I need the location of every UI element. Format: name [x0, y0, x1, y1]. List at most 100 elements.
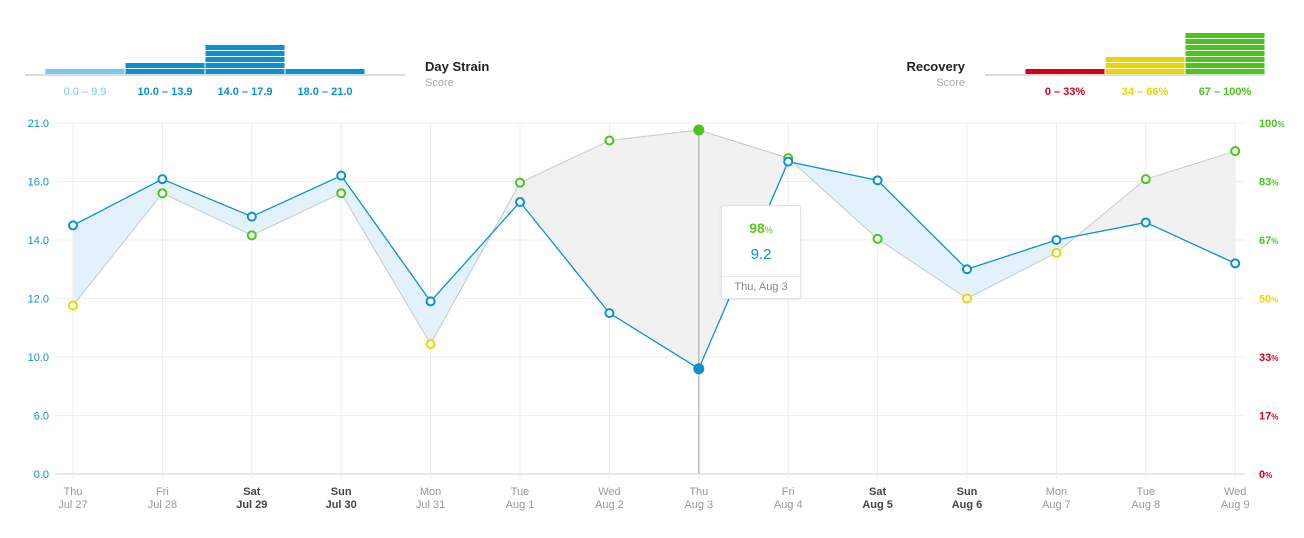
data-points — [68, 124, 1241, 375]
recovery-point — [872, 233, 883, 244]
tooltip-recovery-unit: % — [764, 225, 773, 235]
difference-area — [877, 180, 967, 299]
recovery-point — [1051, 247, 1062, 258]
recovery-range-label: 0 – 33% — [1045, 86, 1086, 98]
recovery-bar — [1185, 63, 1265, 68]
strain-bar — [285, 69, 365, 74]
difference-area — [251, 175, 342, 236]
x-tick-date: Aug 3 — [684, 499, 713, 511]
recovery-tick-label: 83% — [1259, 177, 1278, 189]
tooltip-recovery-value: 98 — [749, 220, 765, 236]
x-tick-date: Aug 5 — [862, 499, 893, 511]
strain-tick-label: 6.0 — [34, 411, 49, 423]
recovery-point — [336, 188, 347, 199]
strain-legend-subtitle: Score — [425, 77, 454, 89]
x-tick-date: Jul 29 — [236, 499, 267, 511]
strain-line — [72, 160, 1236, 370]
strain-range-label: 18.0 – 21.0 — [297, 86, 352, 98]
recovery-point — [515, 177, 525, 188]
strain-point — [336, 170, 347, 181]
x-tick-day: Sun — [957, 486, 978, 498]
strain-point — [693, 363, 705, 375]
recovery-bar — [1185, 57, 1265, 62]
strain-bar — [45, 69, 125, 74]
difference-area — [1145, 151, 1236, 264]
recovery-point — [425, 339, 436, 350]
strain-legend: 0.0 – 9.9 10.0 – 13.9 14.0 – 17.9 18.0 – 21… — [25, 45, 489, 98]
difference-area — [73, 179, 163, 306]
recovery-line — [72, 129, 1236, 346]
strain-bar — [125, 69, 205, 74]
series-lines — [72, 129, 1236, 370]
recovery-tick-label: 0% — [1259, 469, 1272, 481]
strain-point — [68, 220, 78, 231]
strain-point — [962, 264, 972, 275]
recovery-legend-title: Recovery — [906, 59, 965, 74]
x-tick-day: Sat — [243, 486, 260, 498]
strain-axis: 0.0 6.0 10.0 12.0 14.0 16.0 21.0 — [28, 118, 49, 481]
recovery-bar — [1185, 33, 1265, 38]
strain-bar — [205, 63, 285, 68]
strain-bar — [125, 63, 205, 68]
recovery-point — [246, 230, 257, 241]
strain-tick-label: 0.0 — [34, 469, 49, 481]
strain-point — [425, 296, 436, 307]
x-tick-day: Fri — [156, 486, 169, 498]
x-tick-date: Jul 28 — [148, 499, 177, 511]
x-tick-date: Aug 9 — [1221, 499, 1250, 511]
strain-point — [157, 174, 168, 185]
x-tick-day: Thu — [689, 486, 708, 498]
recovery-point — [962, 293, 972, 304]
tooltip-date: Thu, Aug 3 — [722, 276, 800, 298]
difference-area — [162, 179, 252, 236]
strain-point — [515, 196, 525, 207]
strain-tick-label: 21.0 — [28, 118, 49, 130]
x-tick-date: Jul 30 — [326, 499, 357, 511]
strain-point — [783, 156, 794, 167]
x-tick-day: Sat — [869, 486, 886, 498]
recovery-bar — [1105, 57, 1185, 62]
x-tick-day: Tue — [1137, 486, 1156, 498]
x-tick-date: Jul 31 — [416, 499, 445, 511]
strain-point — [872, 175, 883, 186]
recovery-bar — [1185, 45, 1265, 50]
strain-point — [246, 211, 257, 222]
recovery-point — [604, 135, 615, 146]
recovery-bar — [1105, 69, 1185, 74]
x-tick-day: Wed — [598, 486, 620, 498]
strain-bar — [205, 69, 285, 74]
recovery-bar — [1025, 69, 1105, 74]
recovery-legend-subtitle: Score — [936, 77, 965, 89]
recovery-point — [693, 124, 705, 136]
x-tick-day: Wed — [1224, 486, 1246, 498]
recovery-bar — [1105, 63, 1185, 68]
recovery-point — [1140, 174, 1151, 185]
x-tick-date: Aug 2 — [595, 499, 624, 511]
difference-area — [609, 130, 699, 369]
recovery-axis: 0% 17% 33% 50% 67% 83% 100% — [1259, 118, 1284, 481]
x-tick-date: Aug 4 — [774, 499, 803, 511]
strain-tick-label: 12.0 — [28, 294, 49, 306]
strain-bar — [205, 57, 285, 62]
x-tick-date: Jul 27 — [58, 499, 87, 511]
x-tick-day: Thu — [64, 486, 83, 498]
recovery-point — [68, 300, 78, 311]
difference-fills — [73, 129, 1236, 474]
strain-point — [1140, 217, 1151, 228]
strain-range-label: 0.0 – 9.9 — [64, 86, 107, 98]
difference-area — [967, 240, 1057, 299]
recovery-bar — [1185, 51, 1265, 56]
x-tick-date: Aug 7 — [1042, 499, 1071, 511]
x-tick-day: Fri — [782, 486, 795, 498]
recovery-tick-label: 100% — [1259, 118, 1284, 130]
difference-area — [520, 140, 610, 314]
selected-day-tooltip: 98% 9.2 Thu, Aug 3 — [721, 205, 801, 299]
strain-tick-label: 14.0 — [28, 235, 49, 247]
recovery-range-label: 67 – 100% — [1199, 86, 1252, 98]
recovery-tick-label: 17% — [1259, 411, 1278, 423]
recovery-tick-label: 33% — [1259, 352, 1278, 364]
recovery-legend: 0 – 33% 34 – 66% 67 – 100% Recovery Score — [906, 33, 1265, 98]
x-tick-day: Tue — [511, 486, 530, 498]
